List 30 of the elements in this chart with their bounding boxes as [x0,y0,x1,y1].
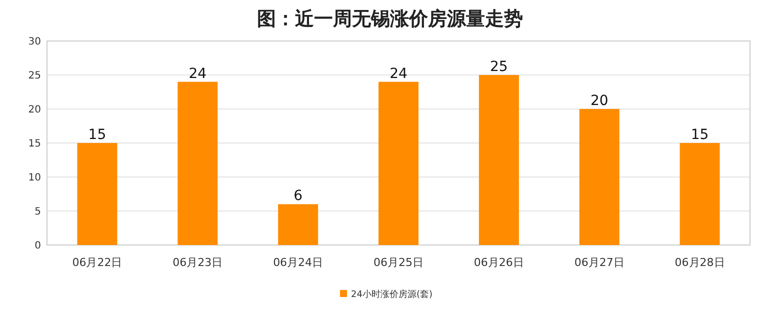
x-tick-label: 06月27日 [574,256,624,269]
y-tick-label: 10 [28,172,41,184]
bar [680,143,720,245]
y-tick-label: 0 [34,240,41,252]
data-label: 6 [294,188,303,204]
x-tick-label: 06月25日 [374,256,424,269]
x-tick-label: 06月22日 [72,256,122,269]
data-label: 24 [188,66,207,82]
chart-title: 图：近一周无锡涨价房源量走势 [257,8,523,30]
bar [278,204,318,245]
x-tick-label: 06月28日 [674,256,725,269]
y-tick-label: 20 [28,104,41,116]
x-tick-label: 06月26日 [474,256,524,269]
y-tick-label: 5 [34,206,41,218]
x-tick-label: 06月24日 [273,256,324,269]
bar [478,75,519,245]
data-label: 15 [690,127,709,143]
y-tick-label: 30 [28,36,41,48]
bar [77,143,118,245]
bar [579,109,620,245]
bar [178,82,218,245]
data-label: 15 [88,127,106,143]
legend-label: 24小时涨价房源(套) [351,289,432,300]
y-tick-label: 15 [28,138,41,150]
data-label: 20 [590,93,608,109]
bar [378,82,418,245]
data-label: 24 [390,66,408,82]
y-tick-label: 25 [28,70,41,82]
x-tick-label: 06月23日 [172,256,223,269]
data-label: 25 [490,59,508,75]
